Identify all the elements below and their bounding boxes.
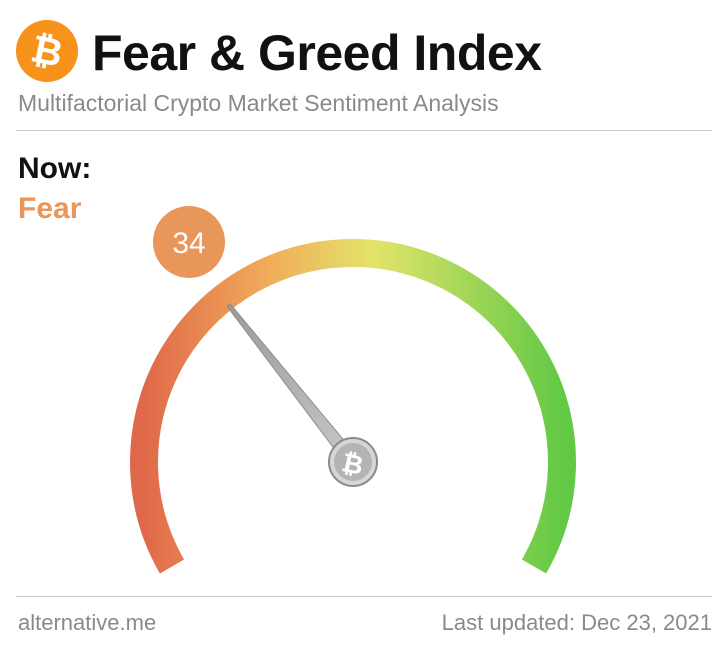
value-badge: 34 <box>153 206 225 278</box>
index-value: 34 <box>172 227 205 260</box>
gauge-arc <box>130 239 576 574</box>
footer-divider <box>16 596 712 597</box>
last-updated: Last updated: Dec 23, 2021 <box>441 610 712 635</box>
bitcoin-icon: ₿ <box>27 26 66 75</box>
bitcoin-logo-icon: ₿ <box>16 20 78 82</box>
gauge-hub: ₿ <box>328 437 378 487</box>
now-label: Now: <box>18 152 92 185</box>
page-title: Fear & Greed Index <box>92 25 542 81</box>
gauge: ₿ 34 <box>130 206 576 574</box>
header-divider <box>16 130 712 131</box>
page-subtitle: Multifactorial Crypto Market Sentiment A… <box>18 90 499 116</box>
sentiment-classification: Fear <box>18 192 82 225</box>
source-link[interactable]: alternative.me <box>18 610 157 635</box>
